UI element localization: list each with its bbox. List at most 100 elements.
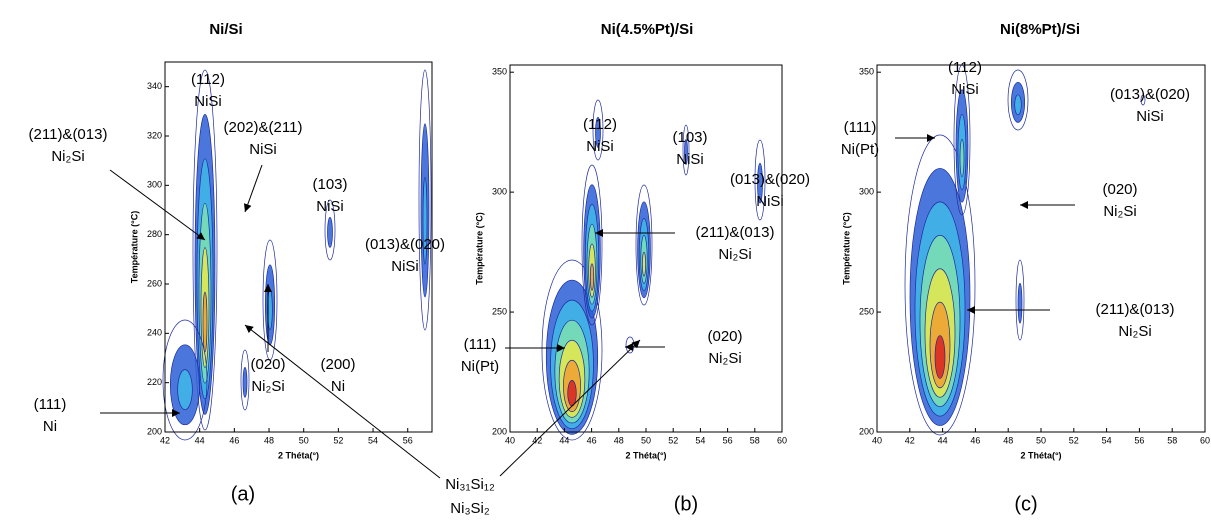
panel-title: Ni(8%Pt)/Si	[1000, 21, 1080, 38]
y-tick-label: 220	[147, 377, 162, 387]
y-tick-label: 240	[147, 328, 162, 338]
contour-level	[567, 379, 577, 407]
x-tick-label: 54	[695, 435, 705, 445]
annotation: Ni	[43, 418, 57, 435]
annotation: (112)	[948, 59, 982, 76]
plot-frame	[164, 61, 433, 433]
y-tick-label: 300	[859, 187, 874, 197]
contour-level	[625, 336, 635, 354]
x-tick-label: 56	[723, 435, 733, 445]
contour-level	[589, 263, 595, 291]
x-tick-label: 50	[299, 435, 309, 445]
x-tick-label: 46	[229, 435, 239, 445]
annotation: NiSi	[756, 193, 784, 210]
annotation-arrow	[244, 324, 441, 479]
y-tick-label: 200	[859, 426, 874, 436]
x-tick-label: 44	[195, 435, 205, 445]
annotation: NiSi	[1136, 108, 1164, 125]
annotation: (111)	[844, 119, 877, 136]
x-tick-label: 56	[1134, 435, 1144, 445]
x-tick-label: 60	[1200, 435, 1210, 445]
contour-level	[324, 199, 336, 261]
annotation: (111)	[34, 396, 67, 413]
x-tick-label: 44	[938, 435, 948, 445]
contour-level	[592, 99, 604, 161]
contour-level	[1015, 259, 1025, 341]
annotation: NiSi	[391, 258, 419, 275]
annotation: NiSi	[951, 81, 979, 98]
x-tick-label: 58	[750, 435, 760, 445]
x-tick-label: 54	[368, 435, 378, 445]
y-tick-label: 350	[492, 67, 507, 77]
y-tick-label: 280	[147, 229, 162, 239]
contour-level	[1140, 94, 1146, 106]
x-tick-label: 48	[614, 435, 624, 445]
annotation: (111)	[464, 336, 497, 353]
contour-level	[1017, 282, 1023, 324]
contour-level	[242, 367, 248, 398]
annotation: (020)	[707, 328, 742, 345]
y-tick-label: 260	[147, 278, 162, 288]
annotation-arrow	[109, 169, 206, 241]
contour-level	[1007, 69, 1029, 131]
annotation: (103)	[672, 129, 707, 146]
annotation: Ni₂Si	[708, 350, 741, 367]
contour-level	[177, 369, 193, 410]
annotation: Ni₂Si	[1118, 323, 1151, 340]
annotation: NiSi	[194, 93, 222, 110]
contour-level	[959, 138, 965, 178]
x-tick-label: 52	[668, 435, 678, 445]
x-tick-label: 42	[160, 435, 170, 445]
y-axis-label: Température (°C)	[129, 211, 139, 283]
x-tick-label: 46	[970, 435, 980, 445]
annotation: (112)	[583, 116, 617, 133]
annotation: (013)&(020)	[730, 171, 810, 188]
contour-level	[754, 139, 766, 221]
annotation: (211)&(013)	[29, 126, 108, 143]
panel-title: Ni(4.5%Pt)/Si	[601, 21, 694, 38]
x-tick-label: 50	[1036, 435, 1046, 445]
annotation: Ni₂Si	[718, 246, 751, 263]
annotation: NiSi	[676, 151, 704, 168]
annotation: Ni₃Si₂	[450, 500, 490, 517]
annotation: (103)	[312, 176, 347, 193]
y-axis-label: Température (°C)	[474, 212, 484, 284]
annotation-arrow	[243, 164, 263, 213]
annotation: (112)	[191, 71, 225, 88]
x-tick-label: 40	[872, 435, 882, 445]
annotation: Ni₂Si	[251, 378, 284, 395]
contour-level	[192, 69, 218, 431]
annotation: (013)&(020)	[365, 236, 445, 253]
panel-label: (b)	[674, 493, 698, 515]
annotation-arrow	[499, 339, 641, 477]
contour-level	[684, 139, 688, 165]
y-tick-label: 340	[147, 81, 162, 91]
y-tick-label: 200	[147, 426, 162, 436]
annotation: NiSi	[249, 141, 277, 158]
contour-level	[581, 164, 603, 326]
contour-plot	[162, 69, 432, 441]
annotation: Ni(Pt)	[461, 358, 499, 375]
x-tick-label: 52	[333, 435, 343, 445]
annotation: (020)	[1102, 181, 1137, 198]
x-axis-label: 2 Théta(°)	[278, 450, 319, 460]
contour-level	[757, 162, 763, 204]
contour-level	[682, 124, 690, 176]
y-tick-label: 250	[492, 306, 507, 316]
x-tick-label: 48	[1003, 435, 1013, 445]
annotation: NiSi	[316, 198, 344, 215]
y-axis-label: Température (°C)	[841, 212, 851, 284]
annotation: NiSi	[586, 138, 614, 155]
x-tick-label: 42	[905, 435, 915, 445]
contour-level	[1014, 94, 1022, 116]
contour-level	[327, 217, 333, 248]
contour-level	[202, 291, 208, 353]
x-tick-label: 50	[641, 435, 651, 445]
y-tick-label: 300	[492, 187, 507, 197]
annotation: Ni₂Si	[51, 148, 84, 165]
annotation: (200)	[320, 356, 355, 373]
contour-level	[240, 349, 250, 411]
annotation: (202)&(211)	[224, 119, 303, 136]
y-tick-label: 350	[859, 67, 874, 77]
